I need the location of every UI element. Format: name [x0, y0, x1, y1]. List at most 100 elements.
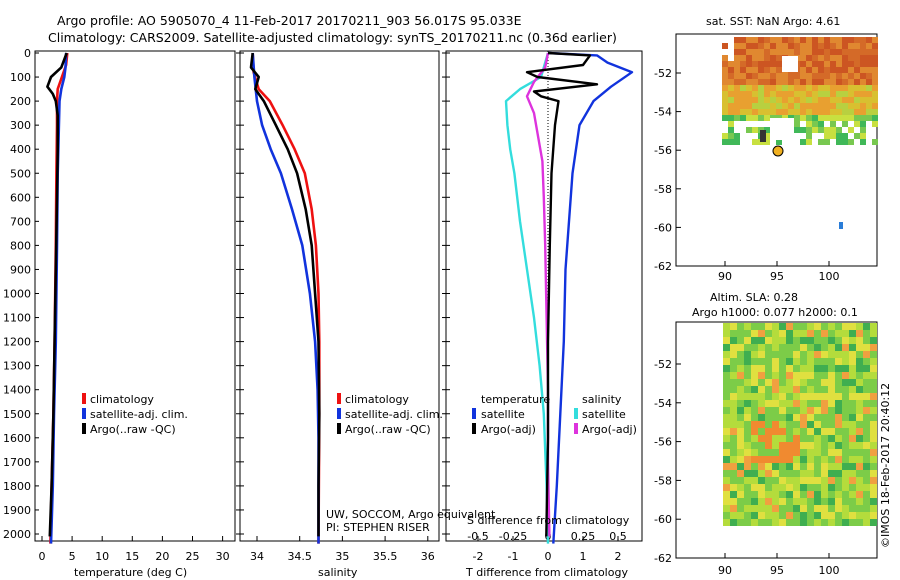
sst-pixel — [752, 79, 758, 85]
sst-pixel — [734, 133, 740, 139]
sla-pixel — [786, 442, 793, 449]
depth-tick-label: 1700 — [3, 456, 31, 469]
sst-pixel — [830, 49, 836, 55]
sla-pixel — [821, 400, 828, 407]
sst-pixel — [746, 37, 752, 43]
sla-pixel — [870, 323, 877, 330]
sla-pixel — [765, 414, 772, 421]
sla-pixel — [779, 442, 786, 449]
depth-tick-label: 700 — [10, 215, 31, 228]
sst-pixel — [728, 121, 734, 127]
sla-pixel — [800, 330, 807, 337]
sst-pixel — [752, 85, 758, 91]
sst-pixel — [806, 73, 812, 79]
sla-pixel — [772, 323, 779, 330]
difference-x-ticks: -2 -1 0 1 2-0.5 -0.25 0 0.25 0.5 — [467, 530, 626, 563]
sla-pixel — [807, 372, 814, 379]
sla-pixel — [842, 498, 849, 505]
sst-pixel — [842, 121, 848, 127]
sla-pixel — [821, 498, 828, 505]
sla-pixel — [849, 379, 856, 386]
sla-pixel — [779, 463, 786, 470]
sla-pixel — [821, 456, 828, 463]
sla-pixel — [730, 477, 737, 484]
difference-xlabel: T difference from climatology — [465, 566, 628, 579]
sst-pixel — [764, 79, 770, 85]
sst-pixel — [860, 139, 866, 145]
sla-pixel — [779, 519, 786, 526]
sla-pixel — [751, 498, 758, 505]
sla-pixel — [870, 470, 877, 477]
diff-t-tick-label: 1 — [580, 550, 587, 563]
salinity-xlabel: salinity — [318, 566, 358, 579]
sst-pixel — [740, 91, 746, 97]
map-y-tick-label: -56 — [654, 144, 672, 157]
sla-pixel — [793, 386, 800, 393]
sla-pixel — [751, 323, 758, 330]
sla-pixel — [863, 491, 870, 498]
sla-pixel — [737, 414, 744, 421]
sla-pixel — [842, 470, 849, 477]
sla-pixel — [849, 491, 856, 498]
title-line-2: Climatology: CARS2009. Satellite-adjuste… — [48, 30, 617, 45]
sst-pixel — [740, 55, 746, 61]
sla-pixel — [835, 484, 842, 491]
sst-pixel — [866, 49, 872, 55]
sla-pixel — [835, 442, 842, 449]
sla-pixel — [849, 519, 856, 526]
sst-pixel — [860, 133, 866, 139]
legend-swatch-s-satellite — [574, 408, 578, 419]
sla-pixel — [842, 421, 849, 428]
sla-pixel — [870, 358, 877, 365]
difference-panel-frame — [445, 50, 643, 542]
depth-tick-label: 500 — [10, 167, 31, 180]
sla-pixel — [849, 337, 856, 344]
sla-pixel — [793, 358, 800, 365]
sst-pixel — [806, 133, 812, 139]
sst-pixel — [836, 127, 842, 133]
sla-pixel — [828, 519, 835, 526]
sla-pixel — [821, 323, 828, 330]
sla-pixel — [793, 337, 800, 344]
sla-pixel — [835, 358, 842, 365]
sst-pixel — [752, 115, 758, 121]
sst-pixel — [776, 85, 782, 91]
sst-pixel — [806, 85, 812, 91]
sst-pixel — [830, 67, 836, 73]
sla-pixel — [730, 505, 737, 512]
sla-pixel — [835, 498, 842, 505]
map-x-tick-label: 100 — [819, 564, 840, 577]
sla-pixel — [856, 435, 863, 442]
sla-pixel — [821, 491, 828, 498]
sla-pixel — [765, 337, 772, 344]
sla-pixel — [870, 330, 877, 337]
sla-pixel — [723, 330, 730, 337]
sst-pixel — [848, 109, 854, 115]
sla-pixel — [807, 512, 814, 519]
sla-pixel — [758, 407, 765, 414]
sst-pixel — [800, 67, 806, 73]
sst-pixel — [734, 67, 740, 73]
sla-pixel — [744, 428, 751, 435]
sst-pixel — [758, 109, 764, 115]
sla-pixel — [737, 386, 744, 393]
sst-pixel — [818, 49, 824, 55]
sla-pixel — [870, 491, 877, 498]
sst-pixel — [848, 97, 854, 103]
sst-pixel — [770, 43, 776, 49]
sla-pixel — [807, 344, 814, 351]
sla-pixel — [814, 470, 821, 477]
sla-pixel — [786, 414, 793, 421]
sla-pixel — [744, 407, 751, 414]
sla-pixel — [800, 491, 807, 498]
sla-pixel — [828, 330, 835, 337]
sla-pixel — [758, 337, 765, 344]
sla-pixel — [744, 491, 751, 498]
temperature-tick-label: 25 — [186, 550, 200, 563]
sla-pixel — [730, 407, 737, 414]
sst-pixel — [866, 85, 872, 91]
sst-pixel — [746, 73, 752, 79]
sst-pixel — [848, 43, 854, 49]
sst-pixel — [788, 73, 794, 79]
